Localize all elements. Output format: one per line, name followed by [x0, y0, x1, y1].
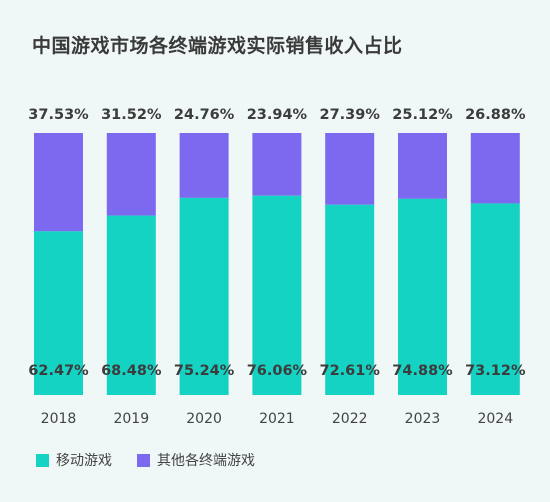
x-tick-2022: 2022: [332, 411, 368, 427]
x-tick-2021: 2021: [259, 411, 295, 427]
bar-mobile-2024: [470, 203, 520, 395]
x-tick-2018: 2018: [41, 411, 77, 427]
legend-label-mobile: 移动游戏: [56, 453, 112, 469]
legend: 移动游戏 其他各终端游戏: [36, 450, 280, 470]
label-mobile-2022: 72.61%: [319, 363, 380, 379]
stacked-bar-chart: 37.53% 62.47% 2018 31.52% 68.48% 2019 24.76% 75…: [28, 107, 526, 427]
legend-label-other: 其他各终端游戏: [157, 453, 255, 469]
bar-mobile-2020: [179, 197, 229, 395]
bar-other-2018: [34, 133, 83, 232]
label-mobile-2023: 74.88%: [392, 363, 453, 379]
label-mobile-2024: 73.12%: [465, 363, 526, 379]
bar-other-2024: [470, 133, 520, 204]
label-other-2022: 27.39%: [319, 107, 380, 123]
label-other-2020: 24.76%: [174, 107, 235, 123]
legend-item-mobile: 移动游戏: [36, 450, 112, 470]
x-tick-2024: 2024: [477, 411, 513, 427]
label-other-2024: 26.88%: [465, 107, 526, 123]
chart-title: 中国游戏市场各终端游戏实际销售收入占比: [32, 35, 403, 57]
label-other-2018: 37.53%: [28, 107, 89, 123]
bar-other-2022: [325, 133, 375, 205]
bar-mobile-2021: [252, 195, 302, 395]
label-other-2021: 23.94%: [247, 107, 308, 123]
legend-swatch-mobile: [36, 453, 49, 467]
bar-other-2021: [252, 133, 302, 196]
bar-mobile-2018: [34, 231, 83, 395]
label-mobile-2018: 62.47%: [28, 363, 89, 379]
legend-item-other: 其他各终端游戏: [137, 450, 255, 470]
label-other-2023: 25.12%: [392, 107, 453, 123]
bar-mobile-2022: [325, 204, 375, 395]
bar-mobile-2023: [398, 198, 447, 395]
x-tick-2023: 2023: [405, 411, 441, 427]
label-other-2019: 31.52%: [101, 107, 162, 123]
label-mobile-2021: 76.06%: [247, 363, 308, 379]
bar-other-2020: [179, 133, 229, 198]
x-tick-2020: 2020: [186, 411, 222, 427]
bar-other-2023: [398, 133, 447, 199]
bar-other-2019: [106, 133, 156, 216]
legend-swatch-other: [137, 453, 150, 467]
bar-mobile-2019: [106, 215, 156, 395]
label-mobile-2019: 68.48%: [101, 363, 162, 379]
x-tick-2019: 2019: [113, 411, 149, 427]
label-mobile-2020: 75.24%: [174, 363, 235, 379]
